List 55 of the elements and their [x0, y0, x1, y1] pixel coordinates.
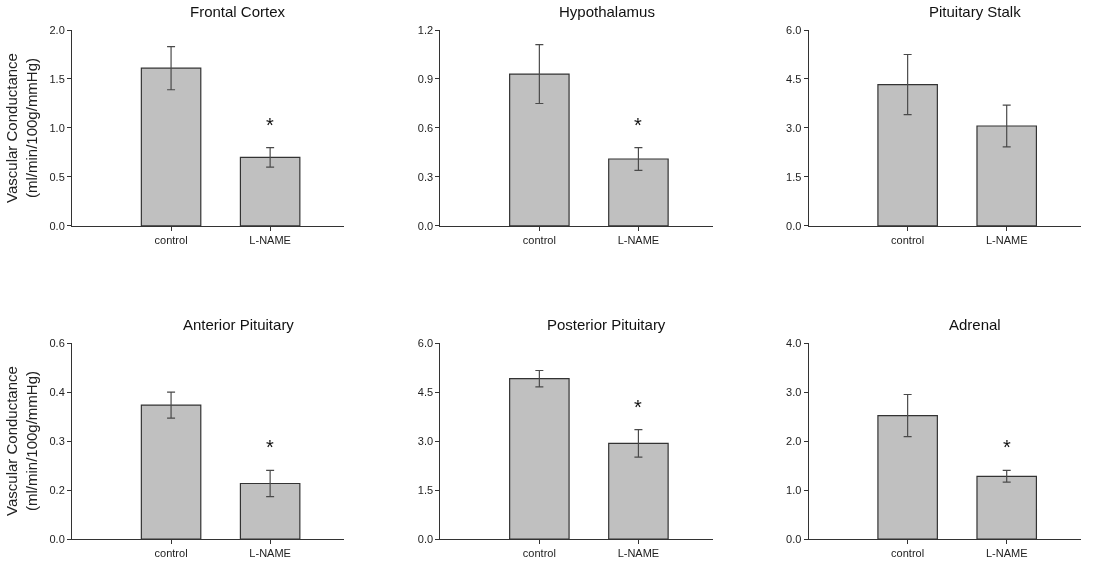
- x-tick-label: L-NAME: [249, 547, 291, 560]
- y-tick-label: 0.0: [786, 532, 802, 545]
- x-tick-label: control: [891, 547, 925, 560]
- x-tick-label: L-NAME: [985, 547, 1028, 560]
- y-tick-label: 1.5: [786, 170, 802, 183]
- y-tick-label: 1.5: [49, 72, 65, 85]
- y-tick-label: 0.4: [49, 385, 65, 398]
- y-tick-label: 0.3: [417, 170, 434, 183]
- y-axis-title: Vascular Conductance (ml/min/100g/mmHg): [3, 53, 40, 203]
- y-tick-label: 0.2: [49, 483, 65, 496]
- annotation: *: [634, 396, 642, 418]
- y-tick-label: 0.0: [417, 532, 434, 545]
- y-tick-label: 3.0: [417, 434, 434, 447]
- x-tick-label: L-NAME: [985, 234, 1028, 247]
- x-tick-label: control: [154, 234, 188, 247]
- y-tick-label: 0.0: [49, 532, 65, 545]
- y-tick-label: 3.0: [786, 385, 802, 398]
- y-tick-label: 1.2: [417, 23, 434, 36]
- y-tick-label: 2.0: [49, 23, 65, 36]
- y-tick-label: 0.3: [49, 434, 65, 447]
- x-tick-label: control: [154, 547, 188, 560]
- x-tick-label: L-NAME: [617, 234, 660, 247]
- x-tick-label: control: [522, 234, 556, 247]
- chart-title: Anterior Pituitary: [183, 316, 295, 333]
- y-tick-label: 1.5: [417, 483, 434, 496]
- y-tick-label: 6.0: [417, 336, 434, 349]
- y-tick-label: 4.5: [786, 72, 802, 85]
- chart-title: Adrenal: [949, 316, 1001, 333]
- y-tick-label: 3.0: [786, 121, 802, 134]
- y-tick-label: 1.0: [49, 121, 65, 134]
- x-tick-label: L-NAME: [617, 547, 660, 560]
- x-tick-label: L-NAME: [249, 234, 291, 247]
- y-tick-label: 0.6: [417, 121, 434, 134]
- x-tick-label: control: [522, 547, 556, 560]
- y-tick-label: 0.9: [417, 72, 434, 85]
- y-tick-label: 2.0: [786, 434, 802, 447]
- y-tick-label: 0.6: [49, 336, 65, 349]
- y-tick-label: 4.5: [417, 385, 434, 398]
- annotation: *: [1003, 436, 1011, 458]
- chart-title: Hypothalamus: [559, 3, 655, 20]
- chart-title: Pituitary Stalk: [929, 3, 1022, 20]
- y-tick-label: 1.0: [786, 483, 802, 496]
- y-tick-label: 0.5: [49, 170, 65, 183]
- chart-title: Frontal Cortex: [190, 3, 286, 20]
- chart-title: Posterior Pituitary: [547, 316, 666, 333]
- y-tick-label: 6.0: [786, 23, 802, 36]
- y-tick-label: 4.0: [786, 336, 802, 349]
- x-tick-label: control: [891, 234, 925, 247]
- y-tick-label: 0.0: [417, 219, 434, 232]
- y-tick-label: 0.0: [786, 219, 802, 232]
- annotation: *: [266, 114, 274, 136]
- annotation: *: [266, 436, 274, 458]
- y-axis-title: Vascular Conductance (ml/min/100g/mmHg): [3, 366, 40, 516]
- annotation: *: [634, 114, 642, 136]
- y-tick-label: 0.0: [49, 219, 65, 232]
